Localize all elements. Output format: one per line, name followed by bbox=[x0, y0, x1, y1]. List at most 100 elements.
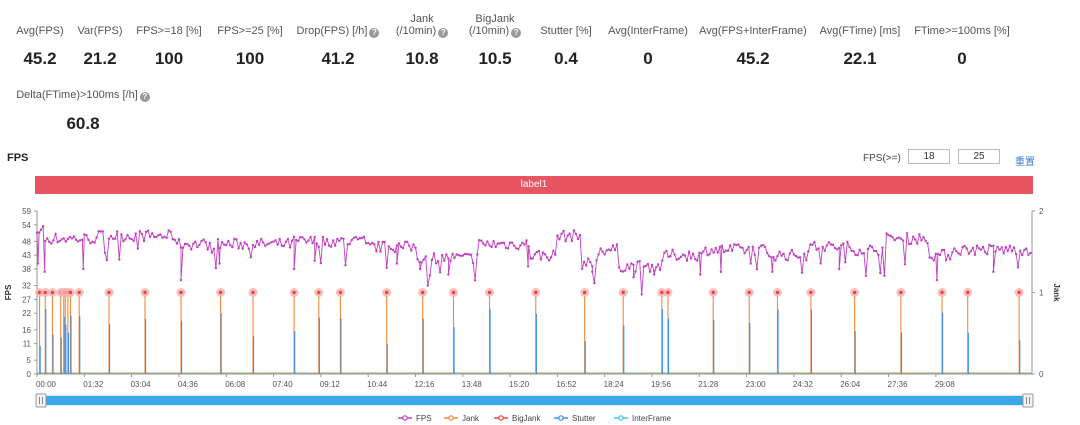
help-icon[interactable]: ? bbox=[369, 28, 380, 38]
metric-10: Avg(FTime) [ms] 22.1 bbox=[815, 0, 905, 71]
fps-point bbox=[903, 263, 907, 266]
x-tick-label: 15:20 bbox=[509, 380, 530, 389]
fps-point bbox=[95, 236, 98, 239]
fps-threshold-low-input[interactable] bbox=[908, 149, 950, 164]
fps-point bbox=[671, 248, 674, 251]
legend-item-stutter[interactable]: Stutter bbox=[554, 414, 596, 423]
zoom-slider[interactable] bbox=[35, 393, 1034, 408]
metric-label-text: (/10min) bbox=[395, 25, 437, 37]
fps-point bbox=[313, 236, 316, 239]
fps-point bbox=[109, 234, 113, 238]
zoom-handle[interactable] bbox=[1022, 393, 1034, 408]
metric-label: Delta(FTime)>100ms [/h]? bbox=[13, 89, 153, 102]
fps-point bbox=[823, 249, 826, 252]
fps-point bbox=[560, 232, 563, 235]
fps-point bbox=[120, 233, 123, 236]
fps-point bbox=[885, 232, 888, 235]
fps-point bbox=[465, 252, 469, 256]
fps-point bbox=[64, 240, 68, 243]
metric-value: 0.4 bbox=[554, 49, 578, 68]
fps-point bbox=[395, 262, 399, 265]
fps-point bbox=[36, 262, 40, 265]
legend-label: Jank bbox=[462, 414, 480, 423]
metric-value: 10.5 bbox=[478, 49, 512, 68]
fps-point bbox=[585, 264, 588, 267]
fps-point bbox=[340, 237, 343, 240]
fps-point bbox=[842, 242, 845, 245]
bigjank-marker bbox=[43, 290, 47, 295]
legend-item-jank[interactable]: Jank bbox=[444, 414, 480, 423]
fps-point bbox=[463, 252, 466, 256]
legend-item-interframe[interactable]: InterFrame bbox=[614, 414, 672, 423]
label-bar[interactable]: label1 bbox=[35, 176, 1033, 194]
help-icon[interactable]: ? bbox=[511, 28, 522, 38]
fps-point bbox=[992, 244, 995, 247]
fps-threshold-high-input[interactable] bbox=[958, 149, 1000, 164]
bigjank-marker bbox=[487, 290, 492, 295]
zoom-handle[interactable] bbox=[35, 393, 47, 408]
fps-point bbox=[469, 253, 473, 256]
fps-point bbox=[418, 267, 422, 271]
fps-point bbox=[763, 245, 767, 249]
metric-value: 41.2 bbox=[321, 49, 355, 68]
fps-point bbox=[821, 245, 824, 248]
fps-point bbox=[827, 241, 831, 244]
fps-point bbox=[942, 248, 946, 252]
fps-point bbox=[922, 235, 925, 239]
fps-point bbox=[486, 240, 489, 243]
bigjank-marker bbox=[582, 290, 587, 295]
legend-label: Stutter bbox=[572, 414, 596, 423]
fps-point bbox=[731, 249, 734, 252]
fps-point bbox=[840, 244, 843, 247]
fps-point bbox=[519, 244, 522, 247]
legend-item-bigjank[interactable]: BigJank bbox=[494, 414, 541, 423]
fps-point bbox=[183, 242, 187, 246]
fps-point bbox=[935, 278, 939, 282]
fps-point bbox=[650, 263, 654, 267]
fps-point bbox=[307, 239, 310, 242]
fps-point bbox=[412, 243, 415, 246]
fps-point bbox=[373, 243, 376, 246]
fps-point bbox=[986, 252, 989, 256]
fps-point bbox=[996, 245, 999, 249]
metric-label-text: Avg(FTime) [ms] bbox=[819, 25, 901, 37]
fps-point bbox=[510, 241, 514, 244]
metric-9: Avg(FPS+InterFrame) 45.2 bbox=[693, 0, 813, 71]
fps-point bbox=[247, 247, 251, 250]
legend-label: FPS bbox=[416, 414, 432, 423]
fps-point bbox=[159, 233, 162, 236]
fps-point bbox=[720, 244, 724, 247]
fps-point bbox=[527, 245, 530, 248]
bigjank-marker bbox=[747, 290, 751, 295]
fps-point bbox=[214, 266, 218, 270]
x-tick-label: 26:04 bbox=[840, 380, 861, 389]
reset-link[interactable]: 重置 bbox=[1015, 157, 1035, 168]
fps-point bbox=[1012, 246, 1016, 249]
fps-point bbox=[1010, 250, 1014, 253]
fps-point bbox=[533, 253, 536, 256]
fps-point bbox=[142, 239, 146, 243]
fps-point bbox=[235, 238, 238, 241]
fps-point bbox=[918, 233, 921, 236]
fps-point bbox=[111, 237, 115, 240]
fps-point bbox=[233, 237, 236, 241]
bigjank-marker bbox=[1017, 290, 1021, 295]
fps-point bbox=[301, 236, 304, 239]
fps-point bbox=[661, 259, 664, 262]
x-tick-label: 29:08 bbox=[935, 380, 956, 389]
fps-point bbox=[305, 241, 308, 244]
fps-point bbox=[416, 258, 419, 261]
fps-point bbox=[144, 230, 148, 234]
help-icon[interactable]: ? bbox=[139, 92, 150, 102]
fps-point bbox=[817, 247, 820, 250]
legend-item-fps[interactable]: FPS bbox=[398, 414, 432, 423]
y2-tick-label: 0 bbox=[1039, 370, 1044, 379]
fps-point bbox=[58, 239, 61, 243]
help-icon[interactable]: ? bbox=[438, 28, 449, 38]
metric-label-text: Delta(FTime)>100ms [/h] bbox=[16, 89, 138, 101]
metric-value: 100 bbox=[154, 49, 184, 68]
fps-point bbox=[977, 247, 981, 250]
metric-5: Jank (/10min)? 10.8 bbox=[387, 0, 457, 71]
fps-point bbox=[169, 230, 172, 233]
bigjank-marker bbox=[251, 290, 255, 295]
